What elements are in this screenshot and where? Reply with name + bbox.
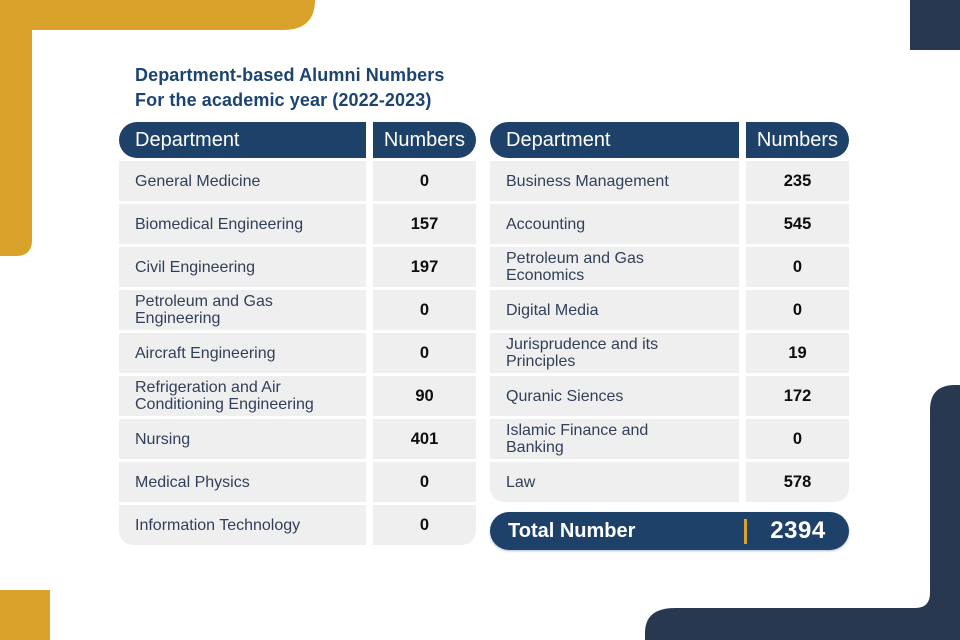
alumni-table-left: Department Numbers General Medicine 0 Biom… <box>119 122 476 548</box>
navy-corner-bottom-right-shape <box>645 385 960 640</box>
table-row: Accounting 545 <box>490 204 849 244</box>
department-cell: Accounting <box>490 204 739 244</box>
department-cell: Business Management <box>490 161 739 201</box>
table-row: Business Management 235 <box>490 161 849 201</box>
total-label: Total Number <box>508 519 636 542</box>
department-cell: General Medicine <box>119 161 366 201</box>
department-cell: Petroleum and Gas Engineering <box>119 290 366 330</box>
table-row: Jurisprudence and its Principles 19 <box>490 333 849 373</box>
department-cell: Petroleum and Gas Economics <box>490 247 739 287</box>
numbers-cell: 0 <box>373 290 476 330</box>
page-title: Department-based Alumni Numbers For the … <box>135 63 445 113</box>
numbers-cell: 401 <box>373 419 476 459</box>
navy-square-top-right <box>910 0 960 50</box>
page-title-line2: For the academic year (2022-2023) <box>135 90 432 110</box>
department-cell: Jurisprudence and its Principles <box>490 333 739 373</box>
table-header-row: Department Numbers <box>119 122 476 158</box>
numbers-cell: 578 <box>746 462 849 502</box>
table-row: Aircraft Engineering 0 <box>119 333 476 373</box>
table-row: Quranic Siences 172 <box>490 376 849 416</box>
numbers-cell: 0 <box>373 333 476 373</box>
numbers-cell: 90 <box>373 376 476 416</box>
column-header-department: Department <box>490 122 739 158</box>
column-header-numbers: Numbers <box>373 122 476 158</box>
total-row: Total Number 2394 <box>490 512 849 550</box>
table-row: Information Technology 0 <box>119 505 476 545</box>
numbers-cell: 235 <box>746 161 849 201</box>
numbers-cell: 0 <box>373 161 476 201</box>
table-row: Civil Engineering 197 <box>119 247 476 287</box>
department-cell: Information Technology <box>119 505 366 545</box>
department-cell: Civil Engineering <box>119 247 366 287</box>
numbers-cell: 0 <box>746 290 849 330</box>
table-row: Refrigeration and Air Conditioning Engin… <box>119 376 476 416</box>
gold-square-bottom-left <box>0 590 50 640</box>
table-row: Law 578 <box>490 462 849 502</box>
numbers-cell: 0 <box>373 462 476 502</box>
department-cell: Digital Media <box>490 290 739 330</box>
department-cell: Quranic Siences <box>490 376 739 416</box>
table-row: Medical Physics 0 <box>119 462 476 502</box>
table-row: Digital Media 0 <box>490 290 849 330</box>
department-cell: Aircraft Engineering <box>119 333 366 373</box>
numbers-cell: 0 <box>746 419 849 459</box>
total-divider <box>744 518 747 544</box>
numbers-cell: 157 <box>373 204 476 244</box>
table-row: Nursing 401 <box>119 419 476 459</box>
table-row: Islamic Finance and Banking 0 <box>490 419 849 459</box>
column-header-numbers: Numbers <box>746 122 849 158</box>
table-row: Biomedical Engineering 157 <box>119 204 476 244</box>
total-value: 2394 <box>770 517 826 544</box>
department-cell: Refrigeration and Air Conditioning Engin… <box>119 376 366 416</box>
page-title-line1: Department-based Alumni Numbers <box>135 65 445 85</box>
numbers-cell: 197 <box>373 247 476 287</box>
department-cell: Medical Physics <box>119 462 366 502</box>
alumni-table-right: Department Numbers Business Management 23… <box>490 122 849 505</box>
department-cell: Islamic Finance and Banking <box>490 419 739 459</box>
table-row: Petroleum and Gas Engineering 0 <box>119 290 476 330</box>
numbers-cell: 545 <box>746 204 849 244</box>
department-cell: Biomedical Engineering <box>119 204 366 244</box>
gold-corner-top-left-shape <box>0 0 315 256</box>
numbers-cell: 172 <box>746 376 849 416</box>
table-row: General Medicine 0 <box>119 161 476 201</box>
column-header-department: Department <box>119 122 366 158</box>
table-row: Petroleum and Gas Economics 0 <box>490 247 849 287</box>
department-cell: Nursing <box>119 419 366 459</box>
numbers-cell: 19 <box>746 333 849 373</box>
department-cell: Law <box>490 462 739 502</box>
numbers-cell: 0 <box>746 247 849 287</box>
numbers-cell: 0 <box>373 505 476 545</box>
table-header-row: Department Numbers <box>490 122 849 158</box>
